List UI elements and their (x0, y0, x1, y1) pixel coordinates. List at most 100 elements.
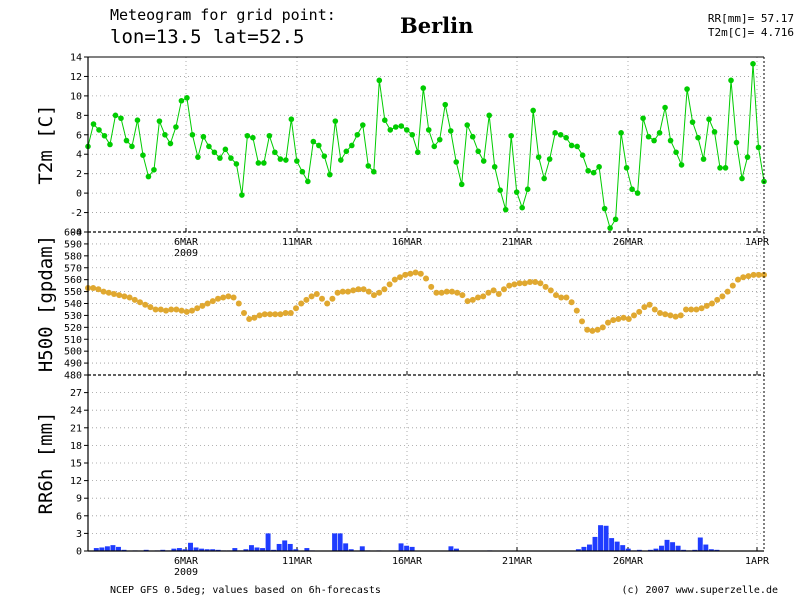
rr6h-bar (116, 546, 121, 551)
rr6h-bar (603, 525, 609, 551)
t2m-point (574, 143, 580, 150)
rr6h-bar (581, 546, 587, 551)
h500-point (625, 315, 632, 322)
t2m-point (750, 61, 756, 67)
t2m-point (370, 168, 377, 175)
y-tick-label: 10 (70, 91, 82, 102)
h500-point (464, 298, 471, 305)
t2m-point (453, 159, 460, 165)
y-tick-label: 590 (64, 239, 82, 250)
t2m-point (491, 164, 498, 170)
t2m-point (755, 144, 762, 151)
t2m-point (217, 155, 223, 161)
t2m-point (321, 153, 328, 159)
h500-point (703, 302, 710, 309)
rr6h-bar (659, 545, 664, 551)
y-tick-label: 2 (76, 169, 82, 180)
t2m-point (640, 115, 646, 122)
footer-copyright: (c) 2007 www.superzelle.de (621, 585, 778, 596)
rr6h-bar (653, 548, 659, 551)
h500-point (152, 306, 159, 313)
t2m-point (167, 140, 174, 147)
y-tick-label: 6 (76, 511, 82, 522)
h500-point (428, 283, 435, 290)
h500-point (267, 311, 273, 318)
t2m-point (612, 216, 619, 223)
h500-point (329, 295, 336, 302)
t2m-point (530, 107, 536, 114)
t2m-point (728, 77, 734, 84)
rr6h-bar (176, 548, 182, 551)
t2m-point (739, 175, 745, 182)
t2m-point (645, 133, 652, 140)
h500-point (527, 279, 533, 286)
t2m-point (294, 158, 300, 164)
h500-point (547, 287, 554, 294)
h500-point (412, 269, 419, 276)
x-tick-label: 21MAR (502, 237, 533, 248)
h500-point (105, 289, 112, 296)
t2m-point (601, 205, 608, 212)
h500-point (558, 294, 565, 301)
h500-point (235, 300, 242, 307)
t2m-point (244, 132, 251, 139)
h500-point (677, 312, 684, 319)
h500-point (657, 310, 663, 317)
h500-point (350, 287, 357, 294)
h500-point (126, 294, 133, 301)
t2m-point (398, 123, 405, 129)
y-tick-label: 18 (70, 441, 82, 452)
h500-point (95, 286, 102, 293)
y-tick-label: 560 (64, 275, 82, 286)
rr6h-bar (454, 548, 459, 551)
t2m-point (513, 189, 520, 195)
h500-point (662, 311, 669, 318)
rr6h-bar (260, 548, 266, 551)
h500-point (423, 275, 429, 282)
t2m-point (508, 132, 514, 139)
h500-point (433, 289, 440, 296)
t2m-point (486, 112, 493, 119)
t2m-point (733, 139, 740, 146)
x-tick-label: 11MAR (282, 237, 313, 248)
t2m-point (338, 157, 344, 163)
rr6h-bar (343, 543, 349, 551)
y-tick-label: 8 (76, 111, 82, 122)
t2m-point (546, 156, 553, 162)
t2m-point (563, 134, 569, 141)
h500-point (615, 315, 622, 322)
rr6h-bar (304, 548, 310, 551)
h500-point (308, 293, 315, 300)
y-tick-label: 9 (76, 494, 82, 505)
h500-point (729, 282, 736, 289)
h500-point (381, 286, 388, 293)
h500-point (163, 307, 169, 314)
rr6h-bar (265, 533, 271, 551)
h500-point (293, 305, 299, 312)
h500-point (480, 293, 487, 300)
t2m-point (239, 192, 245, 198)
y-tick-label: 540 (64, 299, 82, 310)
h500-point (521, 280, 528, 287)
h500-point (735, 276, 741, 283)
rr6h-bar (670, 542, 676, 551)
rr6h-bar (409, 546, 415, 551)
h500-point (376, 289, 383, 296)
h500-point (111, 290, 117, 297)
h500-point (563, 294, 570, 301)
h500-point (709, 300, 715, 307)
h500-point (371, 292, 377, 299)
x-tick-label: 16MAR (392, 237, 423, 248)
h500-point (209, 298, 216, 305)
h500-point (745, 273, 752, 280)
h500-point (324, 300, 331, 307)
t2m-point (107, 141, 113, 148)
t2m-point (662, 104, 668, 111)
meteogram-title: Meteogram for grid point: (110, 6, 336, 24)
t2m-point (134, 117, 141, 123)
t2m-point (266, 132, 273, 139)
rr6h-bar (359, 546, 365, 551)
y-tick-label: 6 (76, 130, 82, 141)
h500-point (116, 292, 123, 299)
